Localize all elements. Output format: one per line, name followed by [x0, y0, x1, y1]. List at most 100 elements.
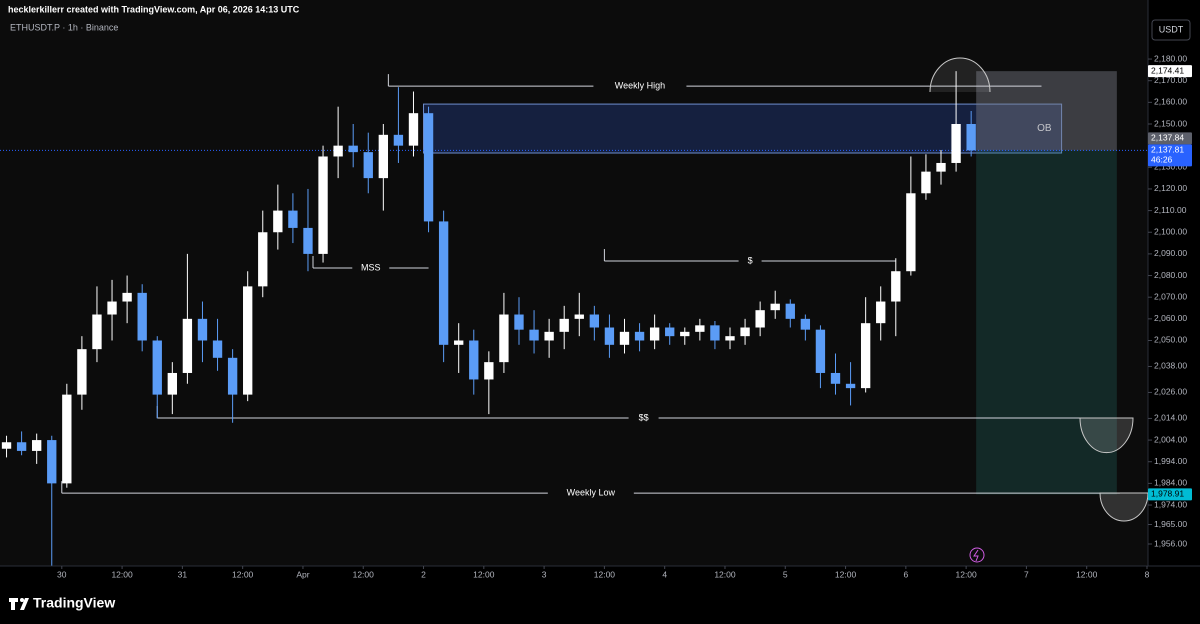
y-tick-label: 2,180.00	[1154, 53, 1187, 63]
zone-box	[976, 150, 1117, 495]
candle-body	[544, 331, 554, 341]
alert-icon[interactable]	[969, 547, 985, 563]
x-tick-label: 5	[783, 569, 788, 579]
candle-body	[529, 329, 539, 341]
candle-body	[408, 113, 419, 146]
candle-body	[484, 362, 494, 380]
y-tick-label: 2,038.00	[1154, 361, 1187, 371]
candle-body	[695, 325, 705, 332]
candle-body	[680, 331, 690, 337]
candle-body	[876, 301, 886, 324]
candle-body	[589, 314, 600, 328]
level-label: Weekly Low	[567, 487, 616, 497]
candle-body	[77, 349, 87, 395]
candle-body	[363, 152, 373, 179]
candle-body	[649, 327, 660, 341]
candle-body	[197, 318, 208, 341]
price-label: 1,978.91	[1151, 489, 1184, 499]
x-tick-label: 8	[1145, 569, 1150, 579]
candle-body	[665, 327, 675, 337]
x-tick-label: 12:00	[835, 569, 857, 579]
y-tick-label: 2,170.00	[1154, 75, 1187, 85]
plot-area	[0, 0, 1148, 566]
candle-body	[182, 318, 193, 373]
candle-body	[47, 440, 57, 484]
y-tick-label: 2,070.00	[1154, 291, 1187, 301]
candle-body	[167, 372, 177, 395]
candle-body	[921, 171, 931, 194]
price-label-box	[1148, 488, 1192, 501]
candle-body	[936, 162, 946, 172]
credit: hecklerkillerr created with TradingView.…	[8, 4, 300, 14]
y-tick-label: 2,080.00	[1154, 270, 1187, 280]
level-label: $$	[639, 412, 649, 422]
candle-body	[830, 372, 841, 384]
candle-body	[258, 232, 268, 287]
currency-button[interactable]	[1151, 19, 1191, 41]
logo-mark	[20, 598, 24, 602]
y-tick-label: 2,090.00	[1154, 248, 1187, 258]
candle-body	[514, 314, 524, 330]
candle-body	[710, 325, 720, 341]
brand-logo: TradingView	[9, 595, 115, 611]
candle-body	[619, 331, 630, 345]
x-tick-label: 12:00	[473, 569, 495, 579]
level-label: Weekly High	[615, 80, 665, 90]
y-tick-label: 2,120.00	[1154, 183, 1187, 193]
candle-body	[107, 301, 117, 315]
candle-body	[815, 329, 826, 373]
arc-bottom	[1099, 492, 1149, 522]
x-tick-label: 12:00	[714, 569, 736, 579]
candle-body	[951, 124, 961, 163]
logo-mark	[9, 598, 29, 610]
x-tick-label: 12:00	[111, 569, 133, 579]
candle-body	[438, 221, 449, 345]
y-tick-label: 1,984.00	[1154, 478, 1187, 488]
zone-label: OB	[1037, 123, 1052, 134]
candle-body	[966, 124, 976, 151]
candle-body	[740, 327, 750, 337]
y-tick-label: 2,130.00	[1154, 162, 1187, 172]
candle-body	[906, 193, 916, 272]
price-label-box	[1148, 132, 1192, 145]
candle-body	[303, 227, 313, 254]
candle-body	[212, 340, 223, 358]
candle-body	[243, 286, 253, 395]
y-tick-label: 1,974.00	[1154, 499, 1187, 509]
candle-body	[16, 442, 27, 451]
y-tick-label: 2,014.00	[1154, 413, 1187, 423]
candle-body	[122, 292, 132, 302]
candle-body	[800, 318, 811, 330]
y-tick-label: 2,004.00	[1154, 434, 1187, 444]
candle-body	[152, 340, 162, 395]
decorations	[929, 57, 1149, 563]
y-tick-label: 2,026.00	[1154, 387, 1187, 397]
y-tick-label: 1,965.00	[1154, 519, 1187, 529]
candle-body	[92, 314, 102, 350]
level-label: MSS	[361, 262, 381, 272]
arc-top	[929, 57, 991, 93]
y-tick-label: 2,050.00	[1154, 335, 1187, 345]
candle-body	[755, 310, 765, 328]
candle-body	[469, 340, 479, 380]
candle-body	[574, 314, 584, 319]
candle-body	[1, 442, 12, 449]
x-tick-label: 12:00	[594, 569, 616, 579]
candle-body	[137, 292, 147, 341]
zone-box	[976, 71, 1117, 151]
y-tick-label: 2,110.00	[1154, 205, 1187, 215]
alert-icon	[973, 549, 979, 562]
candle-body	[845, 383, 856, 389]
y-tick-label: 1,956.00	[1154, 538, 1187, 548]
currency[interactable]: USDT	[1159, 24, 1184, 34]
x-tick-label: 12:00	[955, 569, 977, 579]
y-tick-label: 2,150.00	[1154, 118, 1187, 128]
candle-body	[393, 134, 404, 146]
price-label-box	[1148, 144, 1192, 167]
level-label: $	[748, 255, 753, 265]
x-tick-label: 4	[662, 569, 667, 579]
candle-body	[604, 327, 615, 345]
